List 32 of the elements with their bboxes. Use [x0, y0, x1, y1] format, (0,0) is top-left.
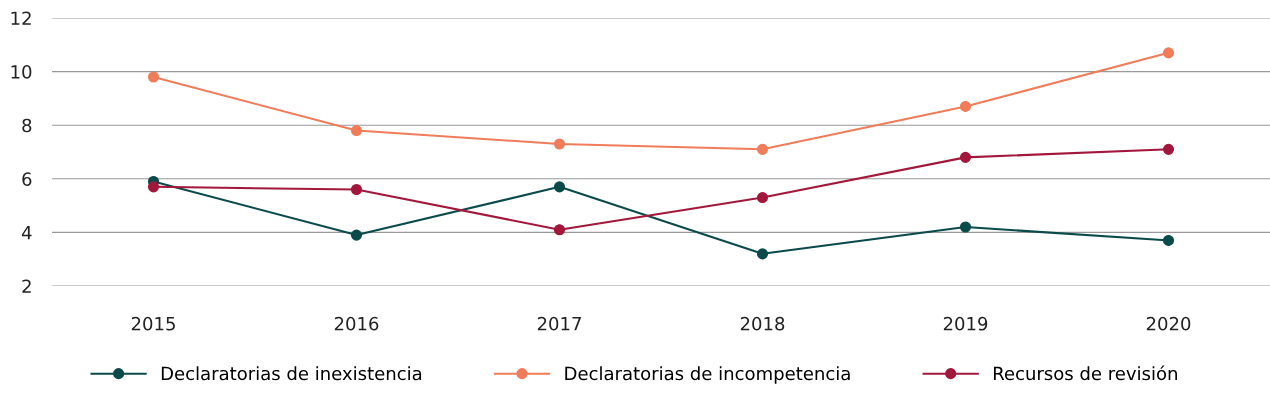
- point: [756, 192, 769, 204]
- y-tick-label: 12: [11, 11, 31, 25]
- x-tick-label: 2016: [334, 316, 379, 331]
- x-tick-label: 2020: [1146, 316, 1191, 331]
- point: [553, 138, 566, 150]
- point: [350, 125, 363, 137]
- x-tick-label: 2018: [740, 316, 785, 331]
- point: [553, 224, 566, 236]
- y-tick-label: 6: [22, 172, 32, 186]
- y-tick-label: 10: [11, 65, 32, 79]
- legend-label: Declaratorias de inexistencia: [161, 366, 422, 381]
- legend-label: Recursos de revisión: [993, 365, 1177, 381]
- point: [959, 151, 972, 163]
- point: [959, 221, 972, 233]
- point: [147, 71, 160, 83]
- point: [1162, 143, 1175, 155]
- point: [350, 183, 363, 196]
- x-tick-label: 2017: [537, 316, 581, 331]
- y-tick-label: 8: [22, 118, 32, 133]
- point: [756, 143, 769, 155]
- point: [1162, 234, 1175, 246]
- point: [959, 100, 972, 112]
- point: [756, 248, 769, 260]
- x-tick-label: 2019: [943, 316, 988, 331]
- legend-label: Declaratorias de incompetencia: [565, 366, 850, 384]
- point: [147, 181, 160, 193]
- y-tick-label: 2: [22, 279, 31, 293]
- x-tick-label: 2015: [131, 316, 175, 331]
- point: [1162, 47, 1175, 59]
- y-tick-label: 4: [21, 226, 32, 240]
- point: [350, 229, 363, 241]
- point: [553, 181, 566, 193]
